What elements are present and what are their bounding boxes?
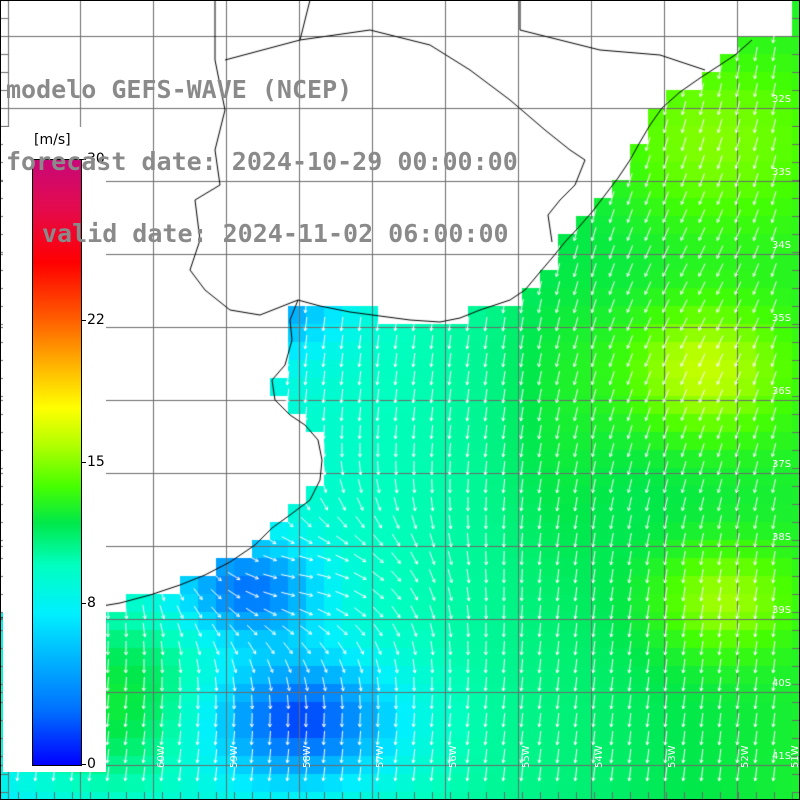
longitude-label: 52W — [740, 745, 751, 768]
colorbar-tick-label: 8 — [87, 594, 96, 611]
longitude-label: 55W — [521, 745, 532, 768]
latitude-label: 34S — [772, 240, 792, 251]
colorbar-tick-label: 30 — [87, 151, 105, 167]
longitude-label: 58W — [302, 745, 313, 768]
colorbar-tick-label: 0 — [87, 756, 96, 772]
latitude-label: 32S — [772, 94, 792, 105]
colorbar-tick-mark — [81, 159, 86, 160]
colorbar-tick-mark — [81, 461, 86, 463]
colorbar-tick-label: 22 — [87, 312, 105, 329]
latitude-label: 40S — [772, 678, 792, 689]
longitude-label: 60W — [156, 745, 167, 768]
latitude-label: 35S — [772, 313, 792, 324]
longitude-label: 51W — [790, 745, 800, 768]
colorbar-unit: [m/s] — [34, 132, 71, 148]
colorbar-gradient — [32, 159, 82, 766]
latitude-label: 36S — [772, 386, 792, 397]
colorbar-tick-mark — [81, 602, 86, 604]
colorbar-tick-mark — [81, 764, 86, 765]
colorbar-tick-mark — [81, 320, 86, 322]
map-title: modelo GEFS-WAVE (NCEP) forecast date: 2… — [6, 30, 518, 270]
valid-date: valid date: 2024-11-02 06:00:00 — [42, 219, 509, 248]
latitude-label: 38S — [772, 532, 792, 543]
latitude-label: 33S — [772, 167, 792, 178]
longitude-label: 56W — [448, 745, 459, 768]
forecast-date: forecast date: 2024-10-29 00:00:00 — [6, 147, 518, 176]
longitude-label: 54W — [594, 745, 605, 768]
latitude-label: 39S — [772, 605, 792, 616]
colorbar-tick-label: 15 — [87, 453, 105, 470]
colorbar-legend: [m/s] 30 22 15 8 0 — [3, 127, 106, 772]
model-name: modelo GEFS-WAVE (NCEP) — [6, 75, 353, 104]
latitude-label: 37S — [772, 459, 792, 470]
latitude-label: 41S — [772, 751, 792, 762]
longitude-label: 57W — [375, 745, 386, 768]
longitude-label: 53W — [667, 745, 678, 768]
longitude-label: 59W — [229, 745, 240, 768]
